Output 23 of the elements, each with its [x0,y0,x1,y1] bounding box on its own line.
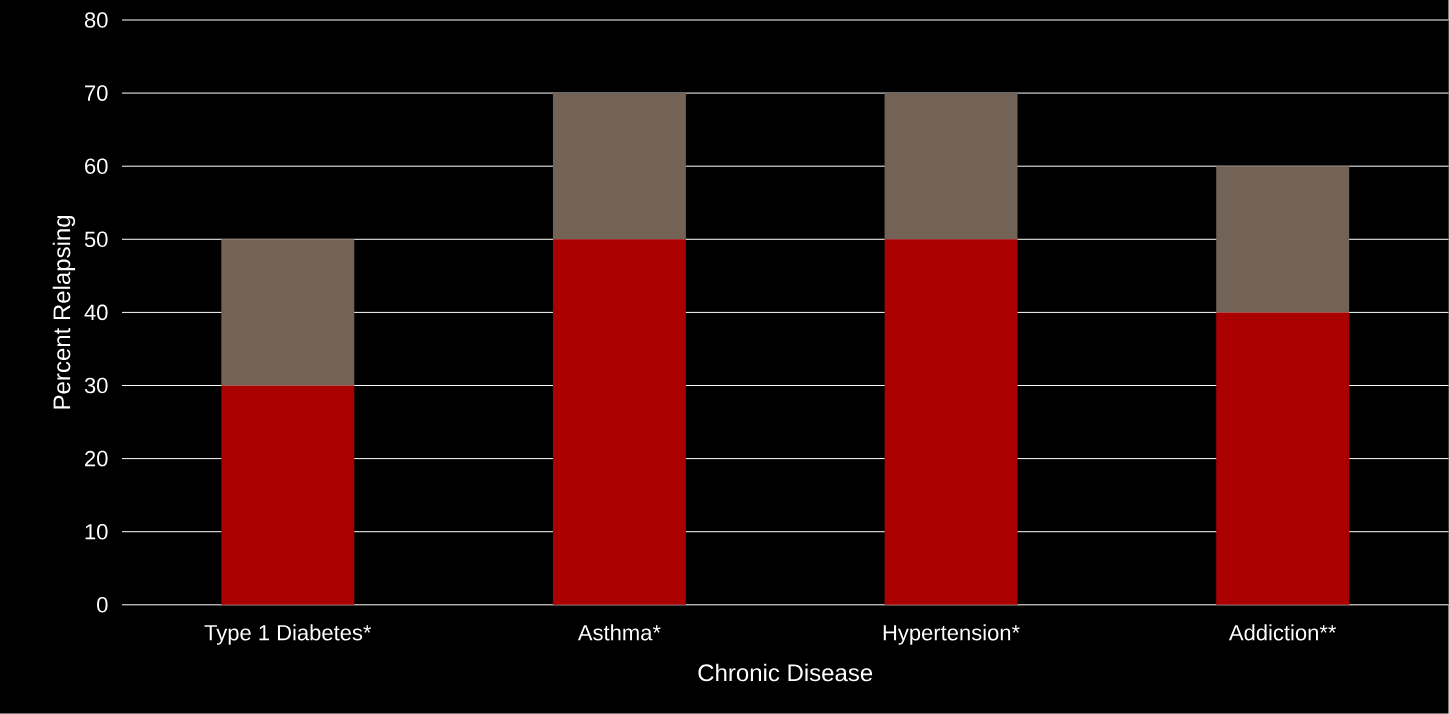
y-tick-label: 40 [84,304,108,321]
bar [552,93,686,240]
y-tick-label: 20 [85,450,108,467]
y-tick-label: 30 [84,377,108,394]
bar [221,385,355,605]
y-tick-label: 10 [85,524,108,540]
x-tick-label: Addiction** [1228,624,1337,641]
y-tick-label: 0 [97,597,108,613]
bar [221,239,355,386]
y-tick-label: 80 [84,12,108,28]
y-tick-label: 70 [85,85,108,101]
bar [1216,312,1350,605]
bar [552,239,686,605]
bar [884,93,1018,240]
y-axis-title: Percent Relapsing [52,216,76,409]
x-axis-title: Chronic Disease [698,663,873,682]
bar [1216,166,1350,313]
y-tick-label: 50 [84,231,108,248]
x-tick-label: Type 1 Diabetes* [204,624,372,645]
x-tick-label: Asthma* [577,624,661,641]
bar [884,239,1018,605]
y-tick-label: 60 [85,158,108,175]
x-tick-label: Hypertension* [883,624,1020,645]
